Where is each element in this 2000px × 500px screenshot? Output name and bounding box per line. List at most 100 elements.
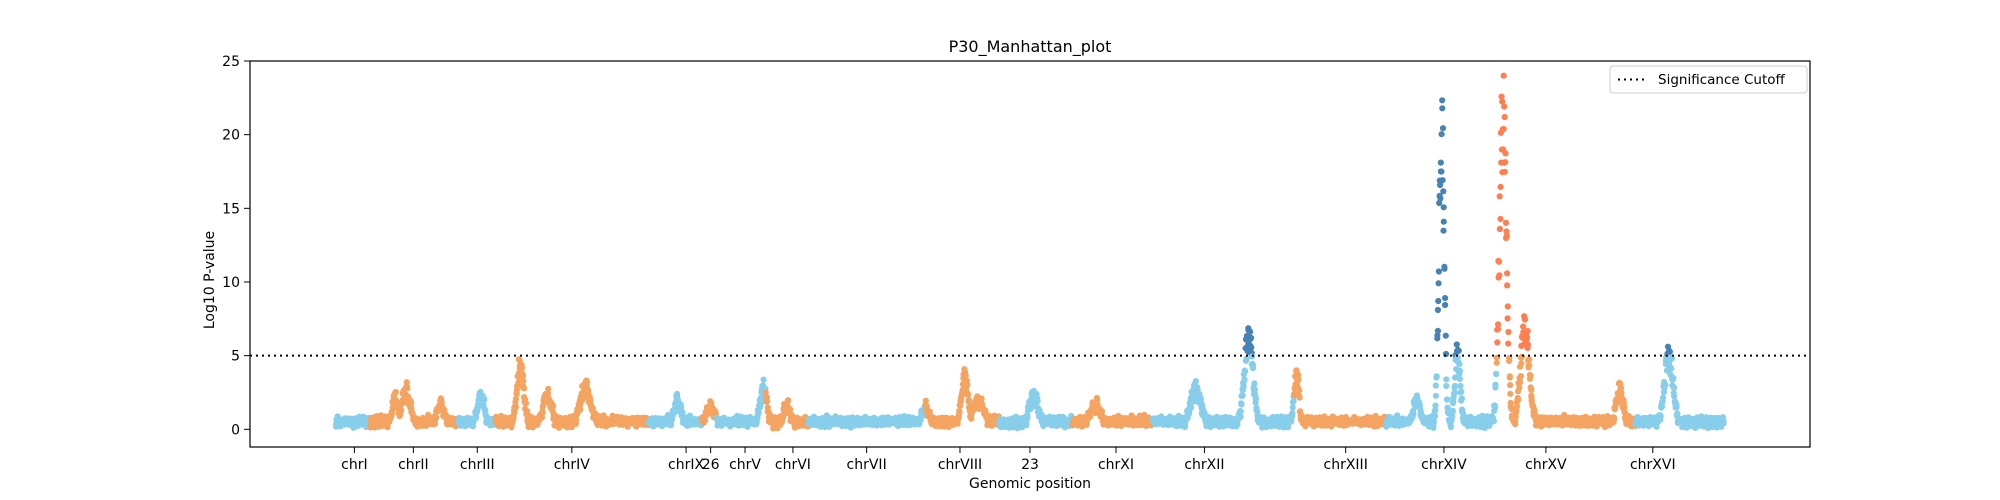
snp-point xyxy=(1503,232,1510,239)
snp-point xyxy=(1181,424,1188,431)
snp-point xyxy=(1666,348,1673,355)
snp-point xyxy=(1451,390,1458,397)
chrom-points-0 xyxy=(332,413,374,431)
snp-point xyxy=(1451,382,1459,390)
snp-point xyxy=(572,420,580,427)
snp-point xyxy=(1507,399,1514,406)
snp-point xyxy=(1505,340,1512,347)
snp-point xyxy=(1497,215,1504,223)
snp-point xyxy=(1444,396,1451,403)
snp-point xyxy=(1295,371,1302,378)
snp-point xyxy=(1242,368,1249,375)
snp-point xyxy=(1289,404,1296,411)
snp-point xyxy=(1290,397,1297,405)
snp-point xyxy=(1456,375,1463,382)
snp-point xyxy=(1506,374,1513,381)
snp-point xyxy=(968,415,975,422)
snp-point xyxy=(1252,395,1259,402)
chrom-points-15 xyxy=(1493,72,1639,431)
snp-point xyxy=(1491,402,1498,409)
legend-label-cutoff: Significance Cutoff xyxy=(1658,72,1786,88)
y-axis-title: Log10 P-value xyxy=(202,231,218,329)
chrom-points-14 xyxy=(1382,97,1500,432)
x-tick-label-14: chrXIV xyxy=(1421,457,1467,473)
y-tick-label-25: 25 xyxy=(222,54,240,70)
snp-point xyxy=(1526,362,1533,369)
snp-point xyxy=(577,406,584,413)
snp-point xyxy=(1458,388,1465,395)
snp-point xyxy=(521,385,528,392)
snp-point xyxy=(1518,360,1525,367)
snp-point xyxy=(1519,353,1526,360)
snp-point xyxy=(1435,268,1442,275)
snp-point xyxy=(392,388,399,396)
x-tick-label-12: chrXII xyxy=(1184,457,1224,473)
snp-point xyxy=(522,400,530,407)
snp-point xyxy=(1289,409,1296,416)
snp-point xyxy=(755,409,762,416)
snp-point xyxy=(1248,334,1255,341)
snp-point xyxy=(1443,382,1450,390)
snp-point xyxy=(1033,391,1040,398)
snp-point xyxy=(1455,347,1462,354)
x-tick-label-0: chrI xyxy=(341,457,367,473)
snp-point xyxy=(1500,125,1507,133)
snp-point xyxy=(1670,374,1677,381)
x-tick-label-16: chrXVI xyxy=(1630,457,1676,473)
snp-point xyxy=(1188,404,1195,411)
chrom-points-2 xyxy=(455,388,498,430)
y-tick-label-5: 5 xyxy=(231,349,240,365)
points-layer xyxy=(332,72,1727,432)
snp-point xyxy=(1440,188,1447,195)
snp-point xyxy=(1449,399,1457,407)
x-tick-label-13: chrXIII xyxy=(1324,457,1368,473)
snp-point xyxy=(1441,265,1448,272)
chrom-points-11 xyxy=(1069,394,1156,430)
snp-point xyxy=(1504,282,1511,289)
snp-point xyxy=(398,406,405,413)
x-tick-label-3: chrIV xyxy=(554,457,590,473)
chrom-points-10 xyxy=(996,387,1076,432)
snp-point xyxy=(1500,72,1507,79)
snp-point xyxy=(520,377,527,384)
chrom-points-7 xyxy=(762,389,812,432)
snp-point xyxy=(1238,401,1245,408)
y-tick-label-15: 15 xyxy=(222,201,240,217)
snp-point xyxy=(1437,195,1444,202)
snp-point xyxy=(481,396,488,404)
chrom-points-4 xyxy=(645,390,705,430)
snp-point xyxy=(1521,316,1529,323)
snp-point xyxy=(1507,382,1514,389)
snp-point xyxy=(1502,159,1509,166)
snp-point xyxy=(1296,394,1303,401)
snp-point xyxy=(1610,414,1618,421)
snp-point xyxy=(538,414,545,421)
snp-point xyxy=(1528,387,1535,394)
x-axis-title: Genomic position xyxy=(969,476,1091,492)
snp-point xyxy=(1443,376,1450,383)
snp-point xyxy=(1453,341,1460,348)
snp-point xyxy=(1432,406,1439,413)
snp-point xyxy=(1524,327,1531,335)
snp-point xyxy=(1458,395,1465,402)
chrom-points-3 xyxy=(492,356,652,431)
snp-point xyxy=(524,408,531,415)
snp-point xyxy=(1192,378,1199,385)
snp-point xyxy=(1657,413,1664,420)
snp-point xyxy=(1442,295,1449,302)
snp-point xyxy=(1449,409,1456,416)
snp-point xyxy=(1505,328,1512,336)
snp-point xyxy=(1442,332,1449,339)
snp-point xyxy=(1456,361,1463,368)
snp-point xyxy=(1440,204,1447,211)
snp-point xyxy=(679,410,686,417)
snp-point xyxy=(785,397,792,404)
snp-point xyxy=(962,372,969,379)
snp-point xyxy=(1439,125,1447,132)
snp-point xyxy=(1504,315,1511,322)
chrom-points-9 xyxy=(922,366,1002,431)
snp-point xyxy=(1501,113,1508,121)
snp-point xyxy=(545,385,552,392)
